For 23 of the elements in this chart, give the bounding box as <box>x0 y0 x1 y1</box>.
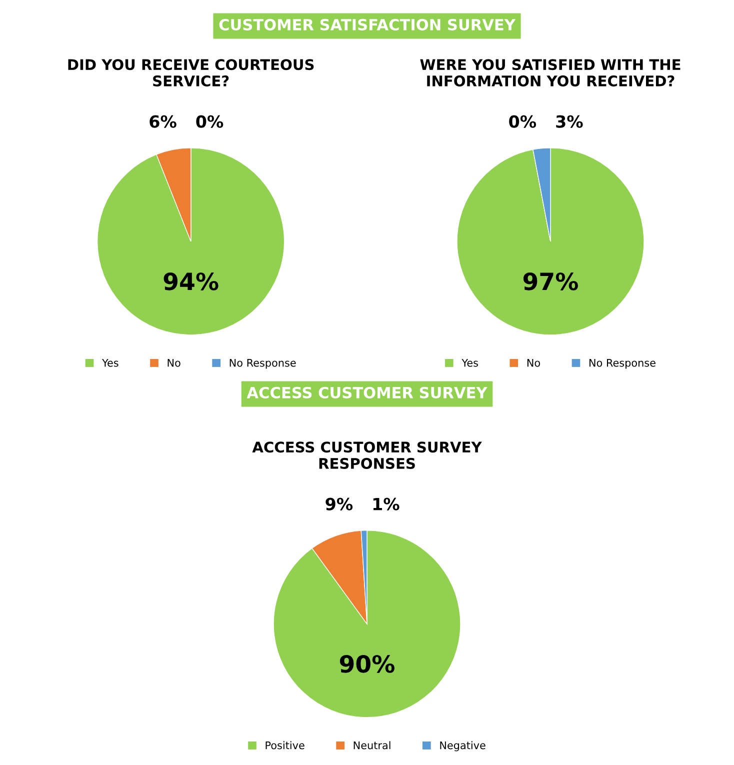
data-label: 97% <box>523 272 578 290</box>
legend-label: No Response <box>590 358 656 369</box>
data-label: 6% <box>150 115 176 128</box>
text: ACCESS CUSTOMER SURVEY <box>246 386 488 398</box>
text: CUSTOMER SATISFACTION SURVEY <box>219 18 516 30</box>
legend-label: Neutral <box>354 741 390 750</box>
data-label: 94% <box>164 272 218 290</box>
text: 0% <box>509 115 536 128</box>
chart-title: DID YOU RECEIVE COURTEOUS SERVICE? <box>68 59 314 86</box>
chart-title: WERE YOU SATISFIED WITH THE INFORMATION YOU RECEIVED? <box>420 59 680 86</box>
legend-label: No <box>527 358 540 367</box>
legend-label: Positive <box>266 741 304 750</box>
data-label: 3% <box>556 115 583 128</box>
legend-label: No <box>168 358 180 367</box>
data-label: 90% <box>340 654 395 673</box>
data-label: 9% <box>326 498 353 510</box>
legend-label: Yes <box>462 358 478 367</box>
chart-title: ACCESS CUSTOMER SURVEY RESPONSES <box>252 442 482 469</box>
legend-label: Yes <box>102 358 118 367</box>
text: 0% <box>196 115 224 128</box>
legend-label: No Response <box>230 358 296 369</box>
data-label: 1% <box>373 498 400 510</box>
legend-label: Negative <box>440 741 486 752</box>
